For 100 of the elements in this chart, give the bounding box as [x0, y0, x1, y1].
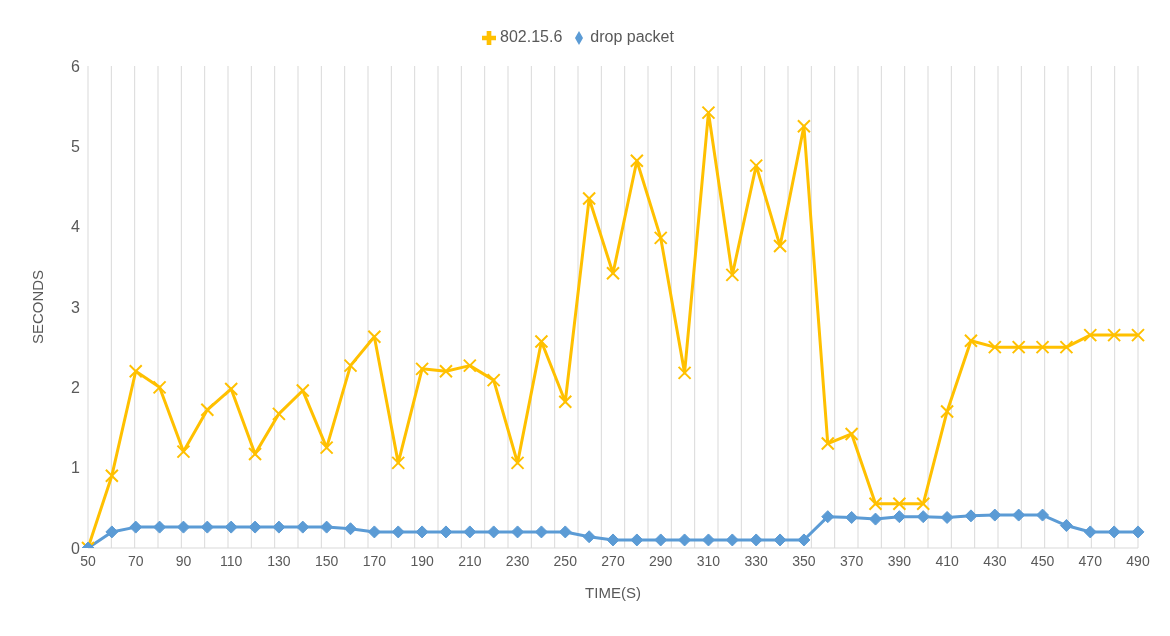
- point: [129, 520, 143, 534]
- point: [773, 238, 788, 253]
- point: [1131, 328, 1145, 343]
- point: [152, 380, 167, 395]
- point: [534, 334, 549, 349]
- point: [606, 533, 620, 547]
- point: [438, 364, 453, 379]
- point: [367, 525, 381, 539]
- point: [558, 525, 572, 539]
- point: [940, 510, 954, 524]
- point: [916, 510, 930, 524]
- point: [963, 333, 978, 348]
- x-axis-title: TIME(S): [585, 584, 641, 601]
- point: [1036, 508, 1050, 522]
- y-tick-label: 3: [71, 298, 81, 316]
- x-tick-label: 350: [792, 552, 816, 569]
- point: [940, 404, 955, 419]
- x-tick-label: 470: [1078, 552, 1103, 569]
- point: [296, 520, 310, 534]
- point: [319, 440, 334, 455]
- point: [200, 520, 214, 534]
- point: [558, 394, 573, 409]
- point: [845, 510, 859, 524]
- point: [1131, 525, 1145, 539]
- x-tick-label: 130: [267, 552, 291, 569]
- point: [916, 496, 931, 511]
- x-tick-label: 210: [458, 552, 482, 569]
- point: [248, 520, 262, 534]
- point: [176, 520, 190, 534]
- point: [1035, 340, 1050, 355]
- point: [1107, 328, 1122, 343]
- point: [820, 436, 835, 451]
- point: [1059, 340, 1074, 355]
- point: [224, 381, 239, 396]
- x-tick-label: 110: [220, 552, 243, 569]
- point: [534, 525, 548, 539]
- point: [295, 383, 310, 398]
- y-axis-title: SECONDS: [29, 269, 47, 345]
- point: [892, 496, 907, 511]
- point: [868, 496, 883, 511]
- x-tick-label: 450: [1030, 552, 1055, 569]
- point: [964, 509, 978, 523]
- point: [725, 267, 740, 282]
- point: [892, 510, 906, 524]
- x-tick-label: 50: [80, 552, 96, 569]
- point: [1011, 340, 1026, 355]
- point: [654, 533, 668, 547]
- point: [653, 230, 668, 245]
- point: [749, 533, 763, 547]
- point: [678, 533, 692, 547]
- point: [725, 533, 739, 547]
- x-tick-label: 290: [649, 552, 673, 569]
- x-tick-label: 430: [983, 552, 1007, 569]
- x-tick-label: 370: [839, 552, 864, 569]
- x-tick-label: 150: [314, 552, 339, 569]
- point: [988, 508, 1002, 522]
- point: [367, 329, 382, 344]
- x-tick-label: 230: [505, 552, 530, 569]
- point: [821, 510, 835, 524]
- point: [463, 525, 477, 539]
- point: [391, 455, 406, 470]
- point: [415, 361, 430, 376]
- point: [1059, 519, 1073, 533]
- point: [487, 525, 501, 539]
- point: [272, 520, 286, 534]
- point: [343, 358, 358, 373]
- point: [629, 153, 644, 168]
- point: [511, 525, 525, 539]
- point: [606, 266, 620, 281]
- x-tick-label: 490: [1126, 552, 1150, 569]
- point: [797, 533, 811, 547]
- x-tick-label: 410: [935, 552, 959, 569]
- point: [486, 373, 501, 388]
- x-tick-label: 70: [127, 552, 144, 569]
- point: [391, 525, 405, 539]
- point: [415, 525, 429, 539]
- x-tick-label: 270: [601, 552, 625, 569]
- point: [248, 447, 263, 462]
- y-tick-label: 4: [71, 218, 81, 236]
- point: [1012, 508, 1026, 522]
- x-tick-label: 90: [175, 552, 192, 569]
- point: [271, 406, 286, 421]
- x-tick-label: 310: [696, 552, 721, 569]
- point: [582, 530, 596, 544]
- x-tick-label: 330: [744, 552, 769, 569]
- point: [200, 402, 215, 417]
- legend-label: 802.15.6: [500, 28, 563, 45]
- y-tick-label: 1: [71, 459, 81, 477]
- point: [701, 533, 715, 547]
- x-tick-label: 170: [362, 552, 387, 569]
- point: [749, 158, 764, 173]
- point: [1083, 328, 1098, 343]
- point: [153, 520, 167, 534]
- point: [773, 533, 787, 547]
- point: [320, 520, 334, 534]
- y-tick-label: 2: [71, 379, 81, 397]
- y-tick-label: 5: [71, 138, 81, 156]
- y-tick-label: 6: [71, 57, 81, 75]
- point: [224, 520, 238, 534]
- point: [582, 191, 597, 206]
